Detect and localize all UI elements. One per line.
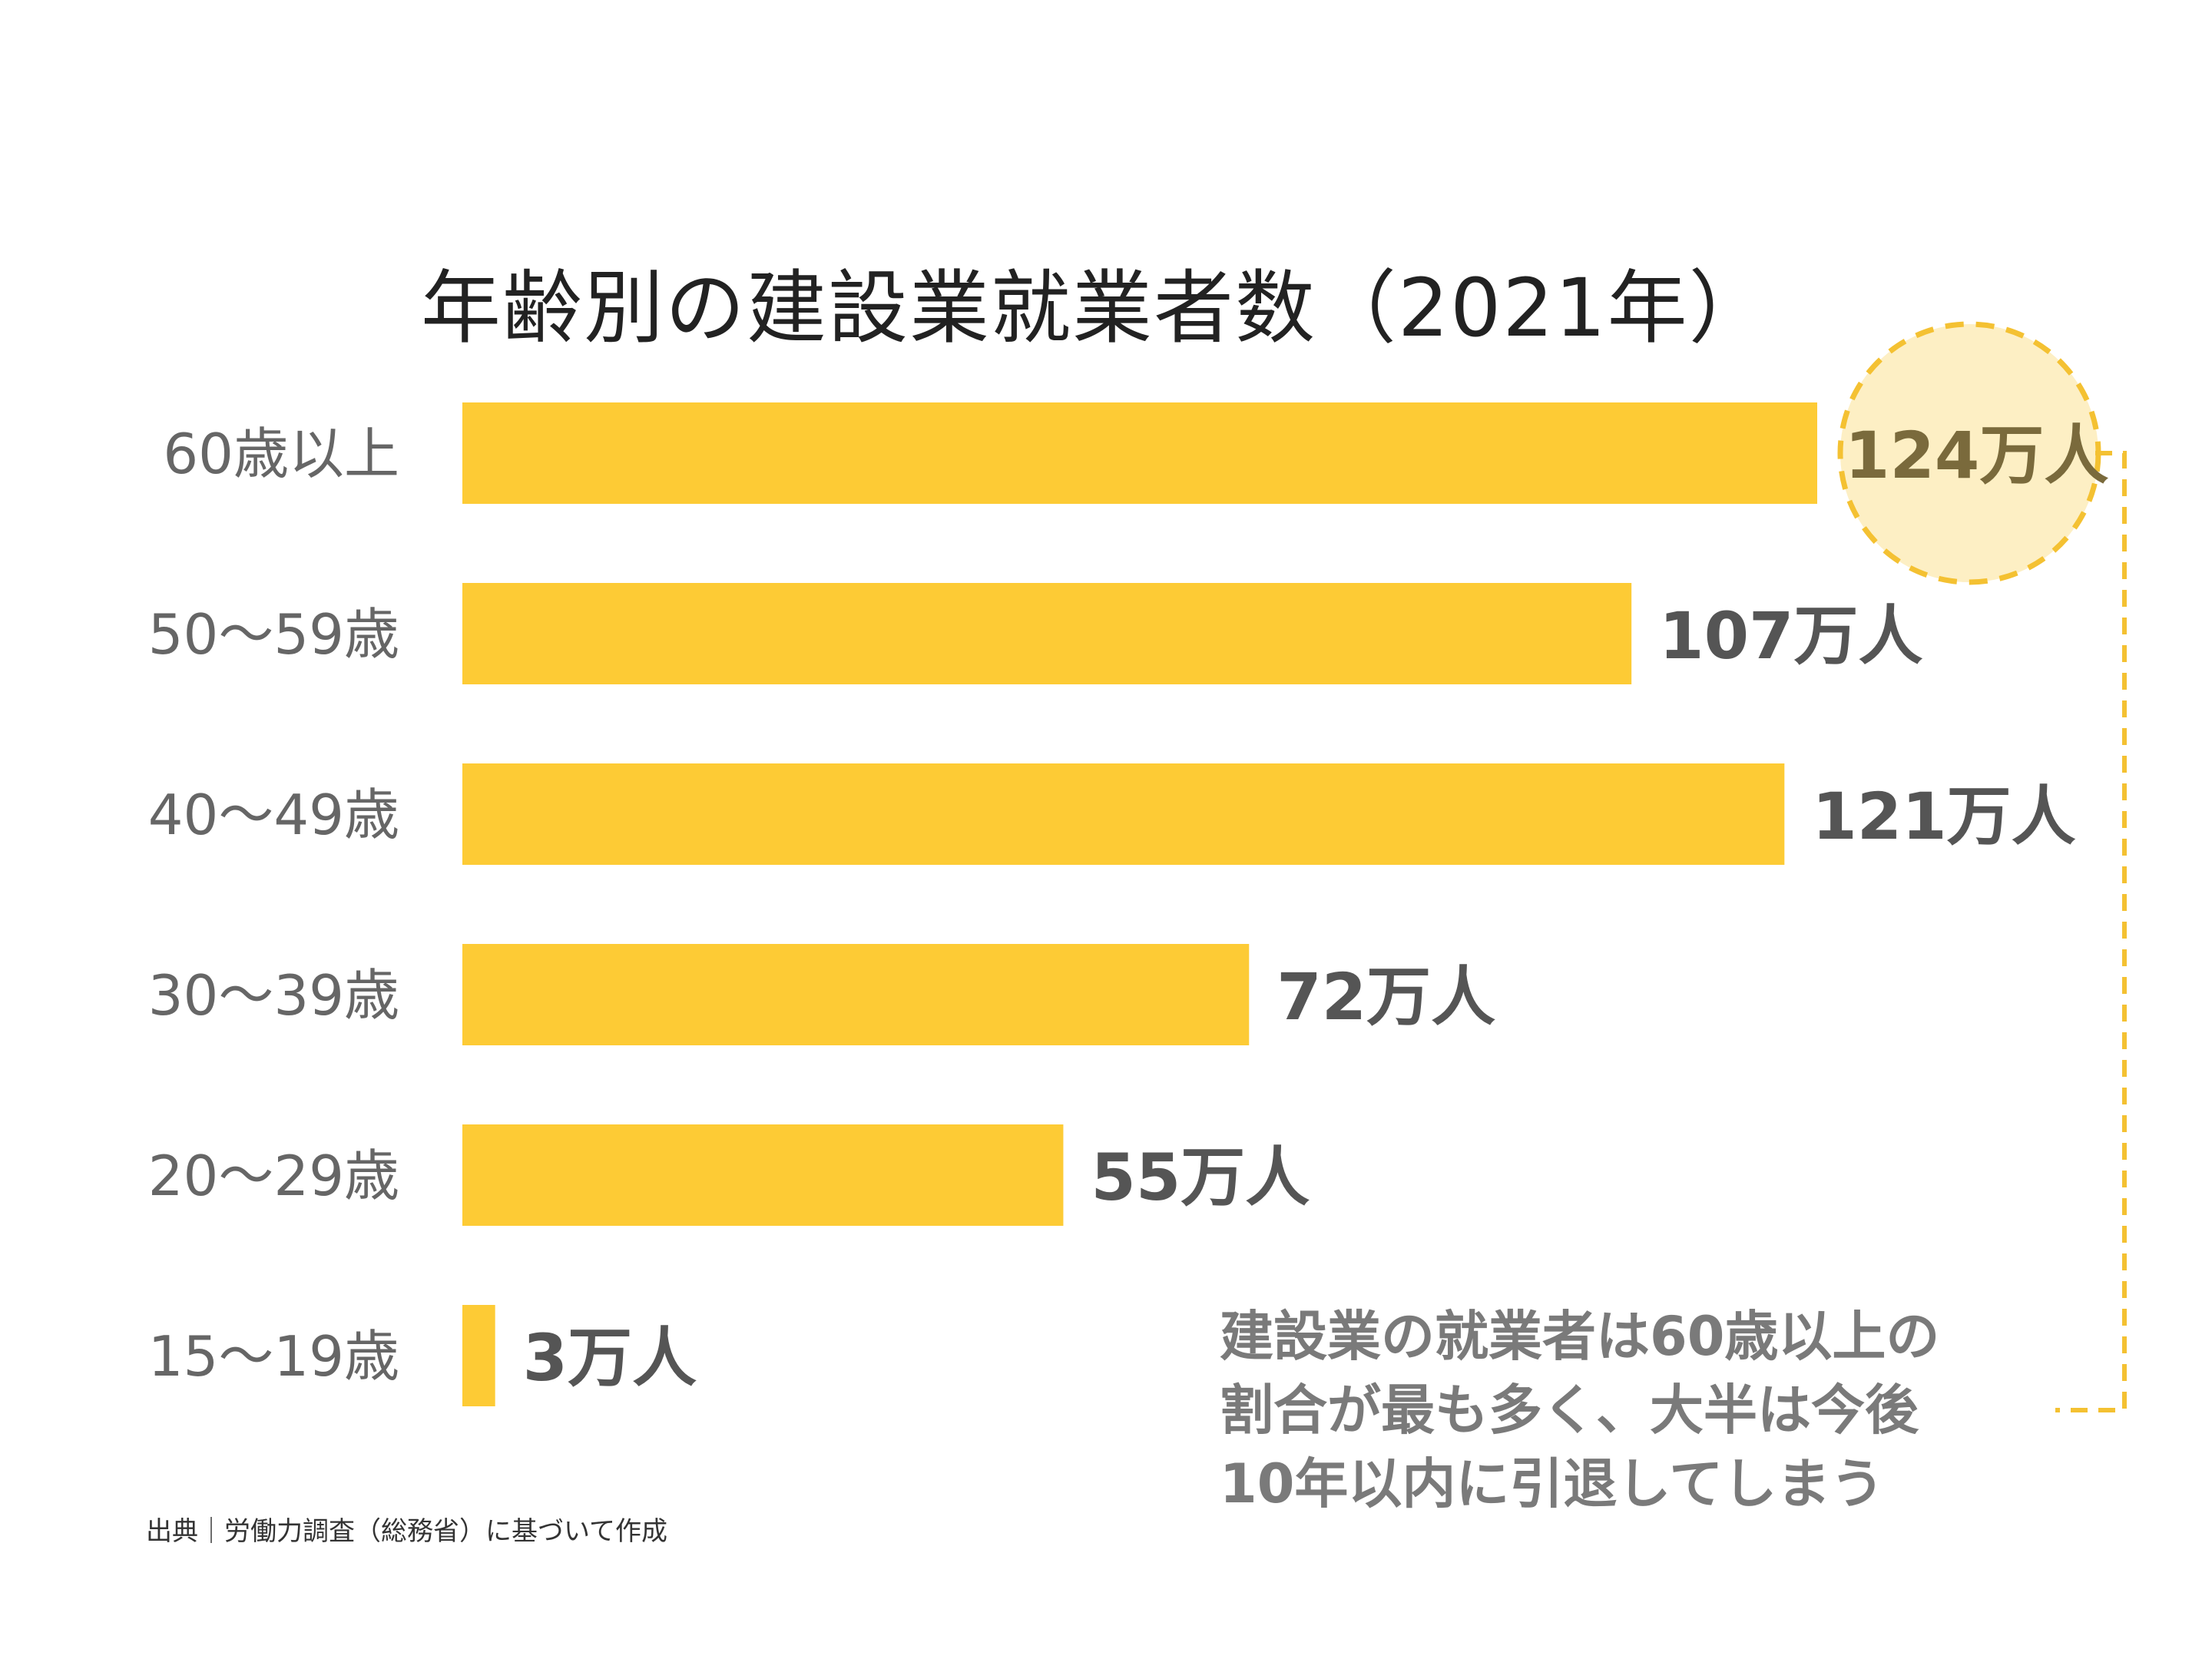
annotation-line: 10年以内に引退してしまう: [1220, 1452, 1885, 1515]
category-label: 20〜29歳: [148, 1144, 399, 1208]
value-label: 121万人: [1812, 779, 2075, 854]
bar: [462, 1305, 495, 1406]
chart-title: 年齢別の建設業就業者数（2021年）: [421, 261, 1770, 355]
category-label: 30〜39歳: [148, 963, 399, 1028]
bar: [462, 763, 1785, 865]
bar: [462, 583, 1632, 684]
bar: [462, 1124, 1064, 1226]
value-label: 55万人: [1091, 1140, 1310, 1215]
value-label: 72万人: [1277, 959, 1495, 1035]
category-label: 60歳以上: [163, 422, 399, 486]
bar: [462, 944, 1250, 1045]
category-label: 15〜19歳: [148, 1324, 399, 1389]
category-label: 40〜49歳: [148, 783, 399, 847]
bar: [462, 402, 1817, 504]
value-label: 107万人: [1659, 598, 1922, 674]
annotation-line: 割合が最も多く、大半は今後: [1220, 1379, 1919, 1442]
category-label: 50〜59歳: [148, 602, 399, 667]
value-label: 3万人: [523, 1320, 697, 1396]
annotation-callout: 建設業の就業者は60歳以上の 割合が最も多く、大半は今後 10年以内に引退してし…: [1220, 1300, 1939, 1521]
annotation-line: 建設業の就業者は60歳以上の: [1220, 1305, 1940, 1368]
value-label: 124万人: [1845, 418, 2108, 493]
source-note: 出典｜労働力調査（総務省）に基づいて作成: [146, 1516, 667, 1547]
connector-line: [2055, 451, 2127, 1412]
